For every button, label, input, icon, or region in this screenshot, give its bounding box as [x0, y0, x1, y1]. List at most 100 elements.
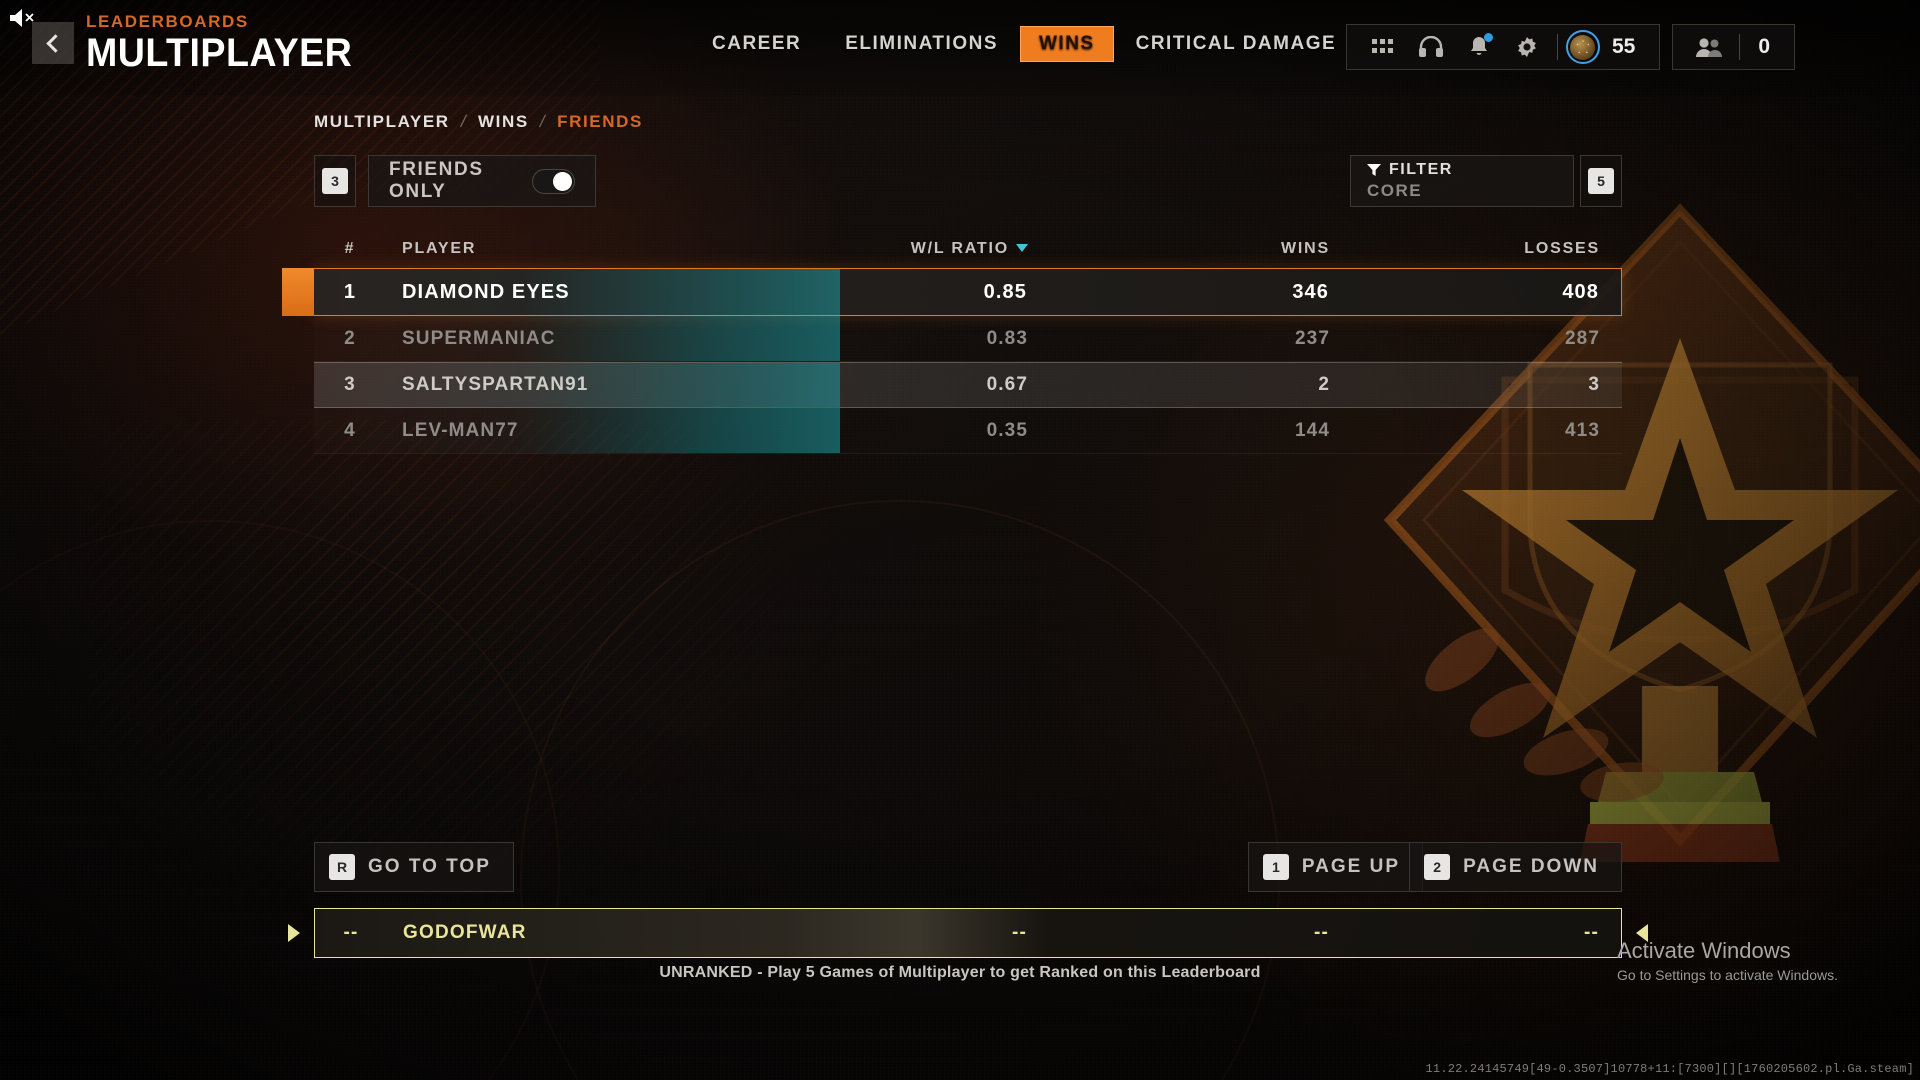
breadcrumb-item-wins[interactable]: WINS [478, 112, 529, 131]
table-row[interactable]: 1 DIAMOND EYES 0.85 346 408 [282, 268, 1622, 316]
column-header-wl-ratio[interactable]: W/L RATIO [672, 240, 1052, 258]
scroll-right-arrow-icon[interactable] [1636, 924, 1648, 942]
chevron-left-icon [45, 33, 65, 53]
row-player: SUPERMANIAC [402, 327, 556, 349]
settings-gear-icon[interactable] [1512, 32, 1542, 62]
row-losses: 413 [1564, 419, 1600, 441]
column-header-wl-ratio-label: W/L RATIO [910, 240, 1009, 257]
notification-badge-dot [1483, 33, 1493, 42]
headset-icon[interactable] [1416, 32, 1446, 62]
row-player: DIAMOND EYES [402, 280, 570, 303]
row-wl-ratio: 0.85 [983, 280, 1027, 303]
self-player-row[interactable]: -- GODOFWAR -- -- -- [314, 908, 1622, 958]
row-losses: 408 [1562, 280, 1599, 303]
leaderboard-table: # PLAYER W/L RATIO WINS LOSSES 1 DIAMOND… [282, 230, 1622, 454]
breadcrumb-item-friends[interactable]: FRIENDS [557, 112, 643, 131]
hint-key-5[interactable]: 5 [1580, 155, 1622, 207]
go-to-top-label: GO TO TOP [368, 856, 491, 877]
row-player: SALTYSPARTAN91 [402, 374, 589, 395]
unranked-note: UNRANKED - Play 5 Games of Multiplayer t… [659, 964, 1261, 981]
self-row-losses: -- [1583, 922, 1599, 943]
main-nav: CAREER ELIMINATIONS WINS CRITICAL DAMAGE [690, 26, 1358, 62]
tab-career[interactable]: CAREER [712, 33, 802, 54]
scroll-left-arrow-icon[interactable] [288, 924, 300, 942]
friends-only-toggle[interactable]: FRIENDS ONLY [368, 155, 596, 207]
filter-value: CORE [1367, 181, 1423, 200]
row-wins: 144 [1294, 419, 1330, 441]
switch-knob [553, 171, 572, 191]
sort-descending-icon [1016, 244, 1028, 252]
breadcrumb: MULTIPLAYER / WINS / FRIENDS [314, 112, 643, 132]
row-losses: 287 [1564, 327, 1600, 349]
page-up-label: PAGE UP [1301, 856, 1400, 877]
row-wins: 346 [1292, 280, 1329, 303]
page-down-button[interactable]: 2 PAGE DOWN [1409, 842, 1622, 892]
build-version-string: 11.22.24145749[49-0.3507]10778+11:[7300]… [1425, 1062, 1914, 1076]
column-header-rank[interactable]: # [344, 240, 356, 257]
row-losses: 3 [1588, 374, 1600, 395]
friends-icon [1694, 32, 1724, 62]
filter-button[interactable]: FILTER CORE [1350, 155, 1574, 207]
row-wl-ratio: 0.35 [986, 419, 1028, 441]
page-title: MULTIPLAYER [86, 31, 353, 75]
page-down-label: PAGE DOWN [1463, 856, 1599, 877]
hint-key-3[interactable]: 3 [314, 155, 356, 207]
breadcrumb-separator: / [537, 112, 549, 131]
row-selected-marker [282, 268, 314, 316]
breadcrumb-item-multiplayer[interactable]: MULTIPLAYER [314, 112, 450, 131]
self-player-row-wrapper: -- GODOFWAR -- -- -- [288, 908, 1648, 958]
row-player: LEV-MAN77 [402, 419, 519, 441]
friends-only-label: FRIENDS ONLY [389, 159, 484, 202]
tab-eliminations[interactable]: ELIMINATIONS [845, 33, 998, 54]
row-rank: 1 [343, 280, 357, 303]
table-row[interactable]: 2 SUPERMANIAC 0.83 237 287 [314, 316, 1622, 362]
filter-funnel-icon [1367, 164, 1381, 176]
keycap-r: R [329, 854, 355, 880]
table-row[interactable]: 4 LEV-MAN77 0.35 144 413 [314, 408, 1622, 454]
footer-buttons: R GO TO TOP 1 PAGE UP 2 PAGE DOWN [314, 842, 1622, 892]
prestige-rank-icon[interactable] [1565, 30, 1600, 64]
friends-divider [1739, 34, 1741, 60]
page-up-button[interactable]: 1 PAGE UP [1247, 842, 1423, 892]
system-icons-pill: 55 [1345, 24, 1661, 70]
page-title-block: LEADERBOARDS MULTIPLAYER [86, 12, 369, 73]
self-row-wins: -- [1313, 922, 1329, 943]
notification-bell-icon[interactable] [1464, 32, 1494, 62]
friends-count-pill[interactable]: 0 [1672, 24, 1795, 70]
back-button[interactable] [32, 22, 74, 64]
breadcrumb-separator: / [458, 112, 470, 131]
filter-label: FILTER [1389, 161, 1453, 178]
keycap-2: 2 [1424, 854, 1451, 880]
row-wins: 2 [1318, 374, 1330, 395]
column-header-wins[interactable]: WINS [1281, 240, 1330, 257]
row-rank: 2 [344, 327, 356, 349]
column-header-player[interactable]: PLAYER [402, 240, 477, 257]
row-wl-ratio: 0.83 [986, 327, 1028, 349]
row-rank: 4 [344, 419, 356, 441]
self-row-rank: -- [343, 922, 359, 943]
keycap-3: 3 [322, 168, 348, 194]
tab-critical-damage[interactable]: CRITICAL DAMAGE [1135, 33, 1337, 54]
prestige-rank-inner [1570, 34, 1596, 60]
row-wins: 237 [1294, 327, 1330, 349]
go-to-top-button[interactable]: R GO TO TOP [314, 842, 514, 892]
self-row-wl-ratio: -- [1011, 922, 1027, 943]
status-divider [1556, 34, 1558, 60]
keycap-1: 1 [1262, 854, 1289, 880]
table-header-row: # PLAYER W/L RATIO WINS LOSSES [314, 230, 1622, 268]
speaker-muted-icon[interactable] [6, 4, 40, 32]
controls-row: 3 FRIENDS ONLY FILTER CORE 5 [314, 155, 1622, 207]
friends-count-value: 0 [1758, 35, 1770, 58]
tab-wins[interactable]: WINS [1020, 26, 1114, 62]
grid-apps-icon[interactable] [1368, 32, 1398, 62]
friends-only-switch[interactable] [531, 168, 575, 194]
status-bar: 55 0 [1345, 24, 1795, 70]
rank-level-value: 55 [1611, 35, 1636, 58]
row-wl-ratio: 0.67 [986, 374, 1028, 395]
column-header-losses[interactable]: LOSSES [1524, 240, 1600, 257]
page-eyebrow: LEADERBOARDS [86, 12, 249, 31]
table-row[interactable]: 3 SALTYSPARTAN91 0.67 2 3 [314, 362, 1622, 408]
row-rank: 3 [344, 374, 356, 395]
keycap-5: 5 [1588, 168, 1614, 194]
self-row-player: GODOFWAR [403, 922, 527, 943]
